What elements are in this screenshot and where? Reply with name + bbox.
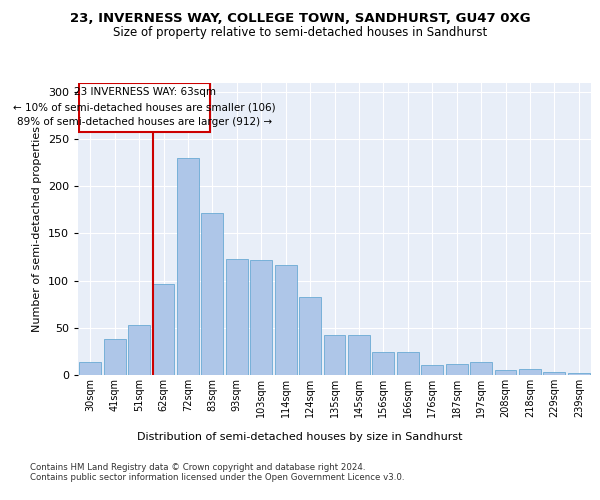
Bar — [299, 296, 321, 375]
Bar — [544, 372, 565, 375]
Bar — [128, 325, 150, 375]
Text: 23 INVERNESS WAY: 63sqm
← 10% of semi-detached houses are smaller (106)
89% of s: 23 INVERNESS WAY: 63sqm ← 10% of semi-de… — [13, 87, 276, 127]
Bar — [226, 259, 248, 375]
Bar — [519, 370, 541, 375]
Bar — [104, 339, 125, 375]
Bar — [568, 373, 590, 375]
Bar — [373, 352, 394, 375]
Bar — [202, 212, 223, 375]
Text: Size of property relative to semi-detached houses in Sandhurst: Size of property relative to semi-detach… — [113, 26, 487, 39]
Bar — [397, 352, 419, 375]
Bar — [348, 336, 370, 375]
Bar — [250, 260, 272, 375]
Bar — [152, 284, 175, 375]
FancyBboxPatch shape — [79, 82, 210, 132]
Y-axis label: Number of semi-detached properties: Number of semi-detached properties — [32, 126, 42, 332]
Text: Contains HM Land Registry data © Crown copyright and database right 2024.
Contai: Contains HM Land Registry data © Crown c… — [30, 462, 404, 482]
Text: 23, INVERNESS WAY, COLLEGE TOWN, SANDHURST, GU47 0XG: 23, INVERNESS WAY, COLLEGE TOWN, SANDHUR… — [70, 12, 530, 26]
Bar — [421, 364, 443, 375]
Bar — [79, 362, 101, 375]
Bar — [494, 370, 517, 375]
Bar — [177, 158, 199, 375]
Bar — [446, 364, 467, 375]
Bar — [323, 336, 346, 375]
Text: Distribution of semi-detached houses by size in Sandhurst: Distribution of semi-detached houses by … — [137, 432, 463, 442]
Bar — [470, 362, 492, 375]
Bar — [275, 264, 296, 375]
